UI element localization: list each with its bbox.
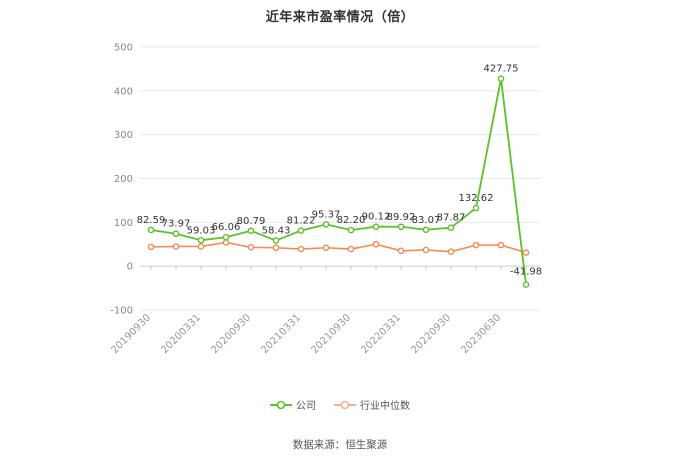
industry-median-data-point xyxy=(247,244,255,251)
x-tick-label: 20230630 xyxy=(459,312,503,356)
y-tick-label: 100 xyxy=(114,218,133,229)
industry-median-data-point xyxy=(272,244,280,252)
company-data-point xyxy=(422,226,430,234)
company-data-point xyxy=(522,281,530,288)
data-label: -41.98 xyxy=(510,267,542,278)
x-tick-label: 20200331 xyxy=(159,312,203,356)
x-tick-label: 20210331 xyxy=(259,312,303,356)
industry-median-data-point xyxy=(147,243,155,251)
legend-item-company[interactable]: 公司 xyxy=(270,397,316,412)
company-data-point xyxy=(497,75,505,82)
data-label: 81.22 xyxy=(287,216,316,227)
industry-median-data-point xyxy=(347,245,355,253)
industry-median-data-point xyxy=(172,243,180,250)
industry-median-data-point xyxy=(322,244,330,252)
chart-legend: 公司 行业中位数 xyxy=(0,397,680,412)
data-label: 83.07 xyxy=(412,215,441,226)
data-label: 80.79 xyxy=(237,216,266,227)
industry-median-data-point xyxy=(197,243,205,250)
company-data-point xyxy=(222,233,230,241)
data-label: 59.03 xyxy=(187,225,216,236)
company-data-point xyxy=(347,226,355,234)
data-label: 132.62 xyxy=(459,193,494,204)
y-tick-label: 200 xyxy=(114,174,133,185)
company-data-point xyxy=(197,236,205,244)
industry-median-series-line xyxy=(150,241,527,254)
company-data-point xyxy=(447,224,455,231)
x-tick-label: 20190930 xyxy=(109,312,153,356)
y-tick-label: -100 xyxy=(110,306,133,317)
industry-median-data-point xyxy=(397,247,405,255)
company-data-point xyxy=(147,226,155,234)
x-tick-label: 20210930 xyxy=(309,312,353,356)
chart-title: 近年来市盈率情况（倍） xyxy=(265,10,415,25)
industry-median-data-point xyxy=(422,246,430,254)
x-tick-label: 20220331 xyxy=(359,312,403,356)
company-data-point xyxy=(297,227,305,234)
industry-median-data-point xyxy=(472,241,480,249)
industry-median-data-point xyxy=(497,241,505,249)
data-label: 87.87 xyxy=(437,213,466,224)
y-tick-label: 300 xyxy=(114,130,133,141)
industry-median-data-point xyxy=(222,239,230,246)
company-series-line xyxy=(150,77,527,285)
data-label: 95.37 xyxy=(312,209,341,220)
data-label: 90.12 xyxy=(362,212,391,223)
legend-item-industry-median[interactable]: 行业中位数 xyxy=(334,397,410,412)
company-data-point xyxy=(397,223,405,231)
data-label: 82.20 xyxy=(337,215,366,226)
company-data-point xyxy=(472,204,480,212)
industry-median-data-point xyxy=(447,248,455,256)
company-data-point xyxy=(247,227,255,235)
y-tick-label: 400 xyxy=(114,86,133,97)
legend-company-label: 公司 xyxy=(296,401,316,412)
data-source-note: 数据来源：恒生聚源 xyxy=(292,439,388,451)
industry-median-data-point xyxy=(372,240,380,248)
company-data-point xyxy=(372,223,380,230)
data-label: 427.75 xyxy=(484,64,519,75)
x-tick-label: 20220930 xyxy=(409,312,453,356)
legend-industry-median-label: 行业中位数 xyxy=(360,401,410,412)
y-tick-label: 0 xyxy=(127,262,133,273)
data-label: 66.06 xyxy=(212,222,241,233)
data-label: 82.59 xyxy=(137,215,166,226)
legend-industry-median-icon xyxy=(334,400,356,409)
industry-median-data-point xyxy=(297,245,305,253)
company-data-point xyxy=(172,230,180,238)
company-data-point xyxy=(322,221,330,228)
data-label: 73.97 xyxy=(162,219,191,230)
x-tick-label: 20200930 xyxy=(209,312,253,356)
data-label: 89.92 xyxy=(387,212,416,223)
legend-company-icon xyxy=(270,400,292,409)
y-tick-label: 500 xyxy=(114,43,133,54)
industry-median-data-point xyxy=(522,249,530,256)
data-label: 58.43 xyxy=(262,226,291,237)
company-data-point xyxy=(272,237,280,244)
